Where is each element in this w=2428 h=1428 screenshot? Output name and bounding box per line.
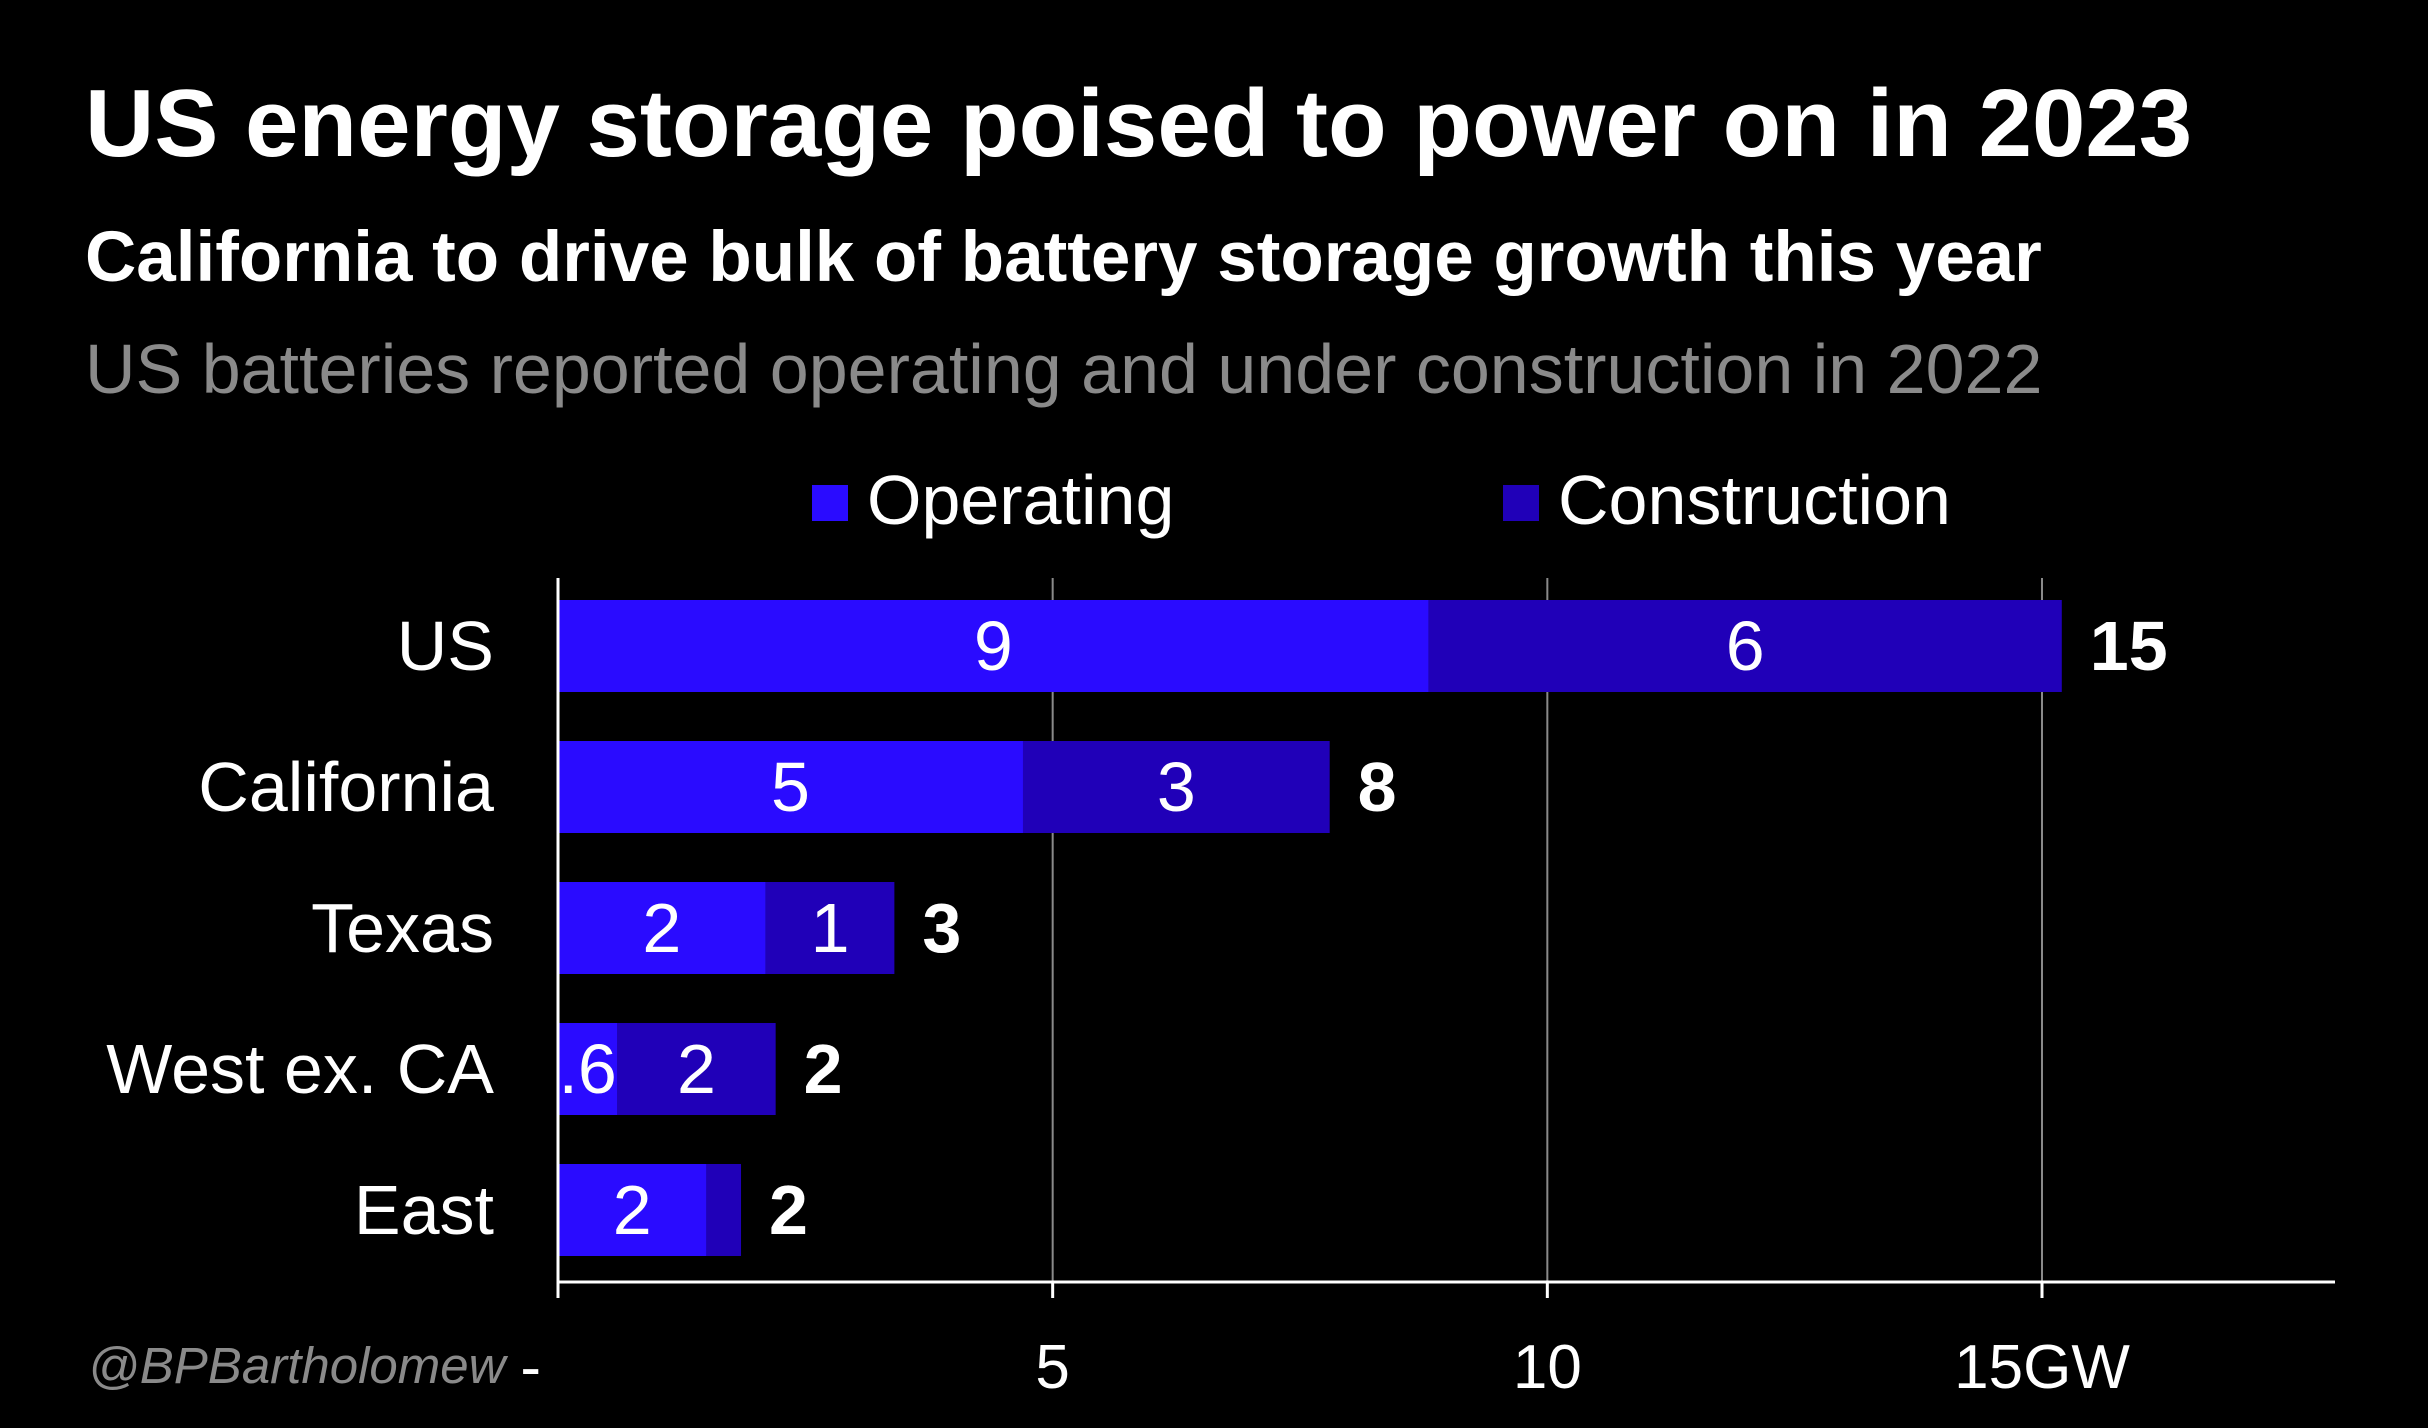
bar-total-3: 2 [804, 1030, 843, 1108]
chart-description: US batteries reported operating and unde… [85, 330, 2043, 408]
category-labels: US California Texas West ex. CA East [106, 607, 494, 1249]
bar-label-construction-2: 1 [811, 889, 850, 967]
bar-label-operating-1: 5 [771, 748, 810, 826]
x-tick-label-10: 10 [1513, 1333, 1582, 1402]
chart-title: US energy storage poised to power on in … [85, 70, 2193, 177]
bar-total-0: 15 [2090, 607, 2168, 685]
bar-operating-0 [558, 600, 1429, 692]
chart-legend: Operating Construction [812, 461, 1951, 539]
bar-label-construction-1: 3 [1157, 748, 1196, 826]
legend-swatch-construction [1503, 485, 1539, 521]
bars: 9 6 155 3 82 1 3.6 2 22 2 [558, 600, 2168, 1256]
bar-construction-1 [1022, 741, 1330, 833]
gridlines [1051, 578, 2043, 1282]
bar-label-construction-3: 2 [677, 1030, 716, 1108]
bar-label-operating-0: 9 [974, 607, 1013, 685]
chart-subtitle: California to drive bulk of battery stor… [85, 218, 2042, 297]
category-label-2: Texas [311, 889, 494, 967]
bar-label-operating-3: .6 [558, 1030, 616, 1108]
category-label-1: California [198, 748, 494, 826]
bar-construction-0 [1428, 600, 2062, 692]
bar-total-1: 8 [1358, 748, 1397, 826]
x-axis: - 5 10 15GW [520, 578, 2335, 1402]
legend-label-construction: Construction [1558, 461, 1951, 539]
bar-construction-4 [706, 1164, 742, 1256]
category-label-4: East [354, 1171, 494, 1249]
bar-construction-2 [765, 882, 895, 974]
x-tick-label-15: 15GW [1954, 1333, 2130, 1402]
bar-operating-3 [558, 1023, 618, 1115]
bar-total-4: 2 [769, 1171, 808, 1249]
bar-operating-2 [558, 882, 766, 974]
x-tick-label-0: - [520, 1333, 541, 1402]
bar-label-operating-2: 2 [642, 889, 681, 967]
category-label-0: US [397, 607, 494, 685]
bar-label-operating-4: 2 [613, 1171, 652, 1249]
bar-label-construction-0: 6 [1726, 607, 1765, 685]
x-tick-label-5: 5 [1035, 1333, 1069, 1402]
bar-total-2: 3 [922, 889, 961, 967]
bar-operating-4 [558, 1164, 707, 1256]
legend-label-operating: Operating [867, 461, 1174, 539]
legend-swatch-operating [812, 485, 848, 521]
bar-operating-1 [558, 741, 1023, 833]
author-credit: @BPBartholomew [88, 1337, 506, 1394]
bar-construction-3 [617, 1023, 776, 1115]
category-label-3: West ex. CA [106, 1030, 494, 1108]
